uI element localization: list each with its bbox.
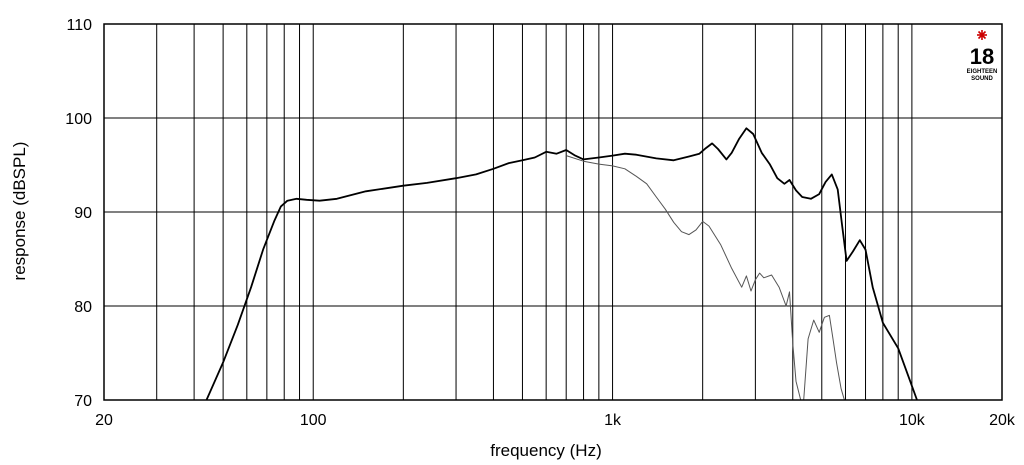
plot-frame [103, 23, 1003, 401]
x-tick-label: 10k [899, 412, 926, 429]
series-layer [205, 127, 918, 401]
y-tick-label: 80 [74, 299, 92, 316]
x-tick-label: 100 [300, 412, 327, 429]
x-axis-title: frequency (Hz) [490, 441, 601, 460]
y-axis-title: response (dBSPL) [10, 142, 29, 281]
logo-text-line1: EIGHTEEN [967, 69, 998, 75]
y-tick-label: 70 [74, 393, 92, 410]
tick-labels: 20 100 1k 10k 20k 70 80 90 100 110 [65, 17, 1016, 429]
logo: 18 EIGHTEEN SOUND [967, 30, 998, 82]
logo-number: 18 [970, 44, 994, 69]
logo-text-line2: SOUND [971, 76, 993, 82]
x-tick-label: 20 [95, 412, 113, 429]
y-tick-label: 110 [66, 17, 92, 34]
star-icon [977, 30, 987, 40]
y-tick-label: 100 [65, 111, 92, 128]
grid [104, 24, 1002, 400]
y-tick-label: 90 [74, 205, 92, 222]
series-line-1 [205, 127, 918, 401]
x-tick-label: 1k [604, 412, 622, 429]
series-line-2 [566, 155, 845, 401]
x-tick-label: 20k [989, 412, 1016, 429]
